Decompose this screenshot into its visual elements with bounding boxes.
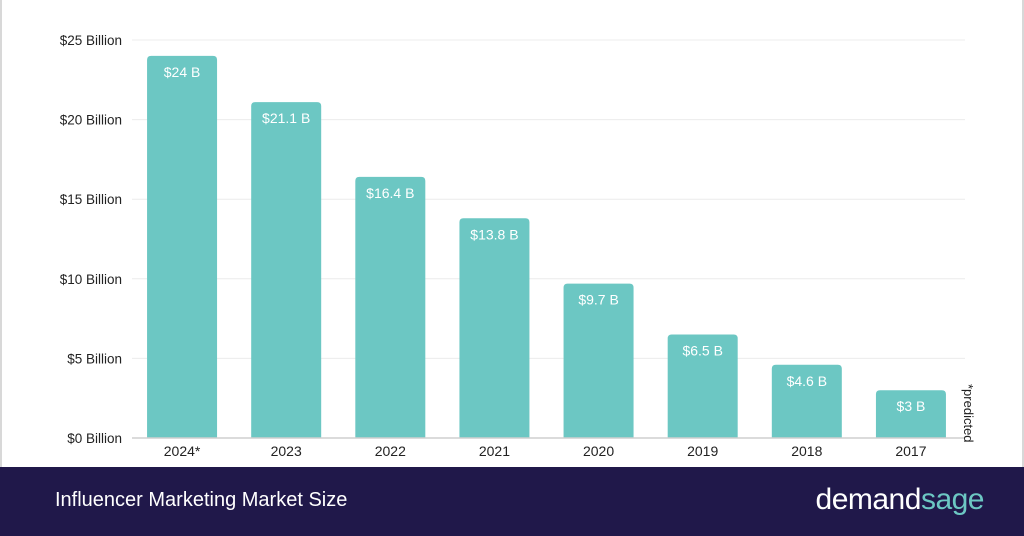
x-tick-label: 2021	[479, 443, 510, 459]
data-label: $4.6 B	[787, 373, 827, 389]
y-tick-label: $20 Billion	[60, 113, 122, 128]
data-label: $16.4 B	[366, 185, 414, 201]
bar-2018	[771, 364, 842, 438]
bar-chart: $0 Billion $5 Billion $10 Billion $15 Billi…	[60, 33, 965, 459]
logo-text-sage: sage	[920, 483, 985, 516]
data-label: $13.8 B	[470, 226, 518, 242]
predicted-note: *predicted	[961, 384, 976, 443]
data-label: $6.5 B	[682, 343, 722, 359]
data-label: $3 B	[897, 398, 926, 414]
data-label: $24 B	[164, 64, 201, 80]
x-tick-label: 2024*	[164, 443, 201, 459]
x-tick-label: 2022	[375, 443, 406, 459]
x-tick-label: 2018	[791, 443, 822, 459]
footer-banner: Influencer Marketing Market Size demands…	[0, 467, 1024, 536]
x-tick-label: 2017	[895, 443, 926, 459]
data-label: $9.7 B	[578, 292, 618, 308]
y-tick-label: $10 Billion	[60, 272, 122, 287]
x-tick-label: 2019	[687, 443, 718, 459]
y-tick-label: $15 Billion	[60, 192, 122, 207]
chart-title: Influencer Marketing Market Size	[55, 489, 348, 511]
y-tick-label: $5 Billion	[67, 351, 122, 366]
bar-2020	[563, 283, 634, 438]
bar-2021	[459, 218, 530, 438]
y-tick-label: $0 Billion	[67, 431, 122, 446]
x-tick-label: 2023	[271, 443, 302, 459]
bar-2019	[667, 334, 738, 438]
bar-2022	[355, 176, 426, 439]
bar-2023	[251, 102, 322, 438]
bar-2017	[875, 390, 946, 438]
data-label: $21.1 B	[262, 110, 310, 126]
demandsage-logo: demandsage	[815, 483, 985, 517]
bar-2024*	[147, 55, 218, 439]
x-tick-label: 2020	[583, 443, 614, 459]
y-tick-label: $25 Billion	[60, 33, 122, 48]
logo-text-demand: demand	[815, 483, 922, 516]
